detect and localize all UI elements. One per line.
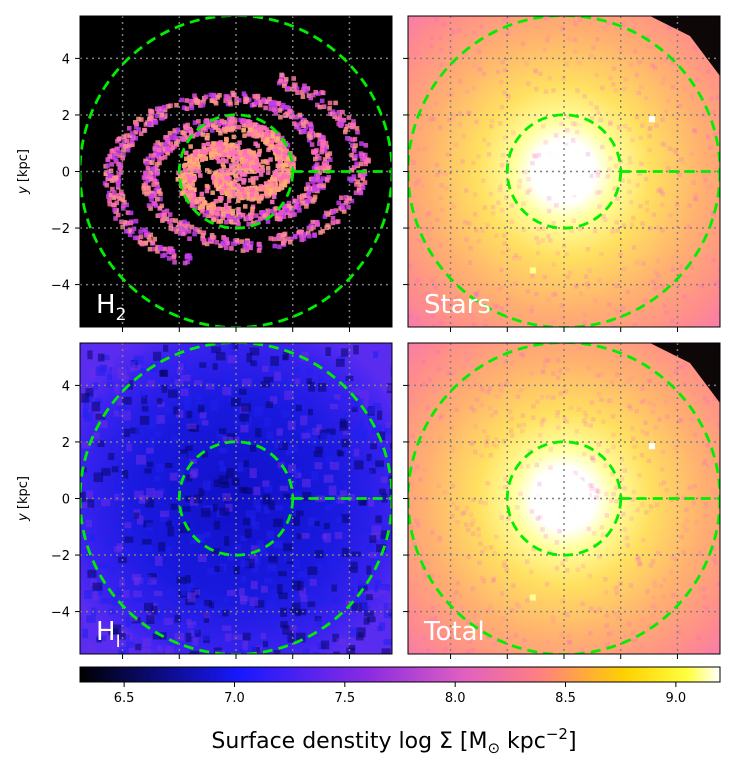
panel-label-h2: H2 [96, 290, 126, 325]
colorbar-gradient [80, 667, 720, 682]
y-tick-label: −2 [51, 222, 70, 237]
y-tick-label: 0 [62, 493, 70, 508]
point-source [648, 443, 655, 450]
y-axis-label: y [kpc] [16, 476, 31, 522]
y-tick-label: 2 [62, 436, 70, 451]
panel-image [80, 343, 392, 654]
colorbar-frame [79, 666, 721, 683]
colorbar-label: Surface denstity log Σ [M⊙ kpc−2] [211, 725, 576, 757]
y-tick-label: 0 [62, 166, 70, 181]
panel-total: Total [403, 342, 721, 659]
point-source [648, 116, 655, 123]
point-source [529, 594, 536, 601]
point-source [529, 267, 536, 274]
colorbar-tick-label: 6.5 [114, 691, 135, 706]
colorbar-tick-label: 8.5 [555, 691, 576, 706]
panel-label-hi: HI [96, 617, 121, 652]
y-tick-label: −2 [51, 549, 70, 564]
y-tick-label: 4 [62, 52, 70, 67]
panel-image [408, 16, 720, 327]
panel-image [408, 343, 720, 654]
panel-label-total: Total [423, 617, 485, 647]
colorbar-tick-label: 7.5 [334, 691, 355, 706]
panel-label-stars: Stars [424, 290, 491, 320]
y-tick-label: 2 [62, 109, 70, 124]
colorbar-tick-label: 8.0 [445, 691, 466, 706]
panel-h2: −4 −2 0 2 4 y [kpc] H2 [16, 15, 393, 332]
panels-layer: −4 −2 0 2 4 y [kpc] H2 Stars −4 −2 0 2 4 y [kpc] HI Tot… [16, 15, 721, 659]
colorbar-tick-label: 9.0 [666, 691, 687, 706]
y-tick-label: −4 [51, 279, 70, 294]
panel-stars: Stars [403, 15, 721, 332]
y-tick-label: −4 [51, 606, 70, 621]
panel-hi: −4 −2 0 2 4 y [kpc] HI [16, 342, 393, 659]
colorbar-tick-label: 7.0 [224, 691, 245, 706]
panel-image [80, 16, 392, 327]
y-axis-label: y [kpc] [16, 149, 31, 195]
colorbar: 6.5 7.0 7.5 8.0 8.5 9.0 [79, 666, 721, 706]
y-tick-label: 4 [62, 379, 70, 394]
